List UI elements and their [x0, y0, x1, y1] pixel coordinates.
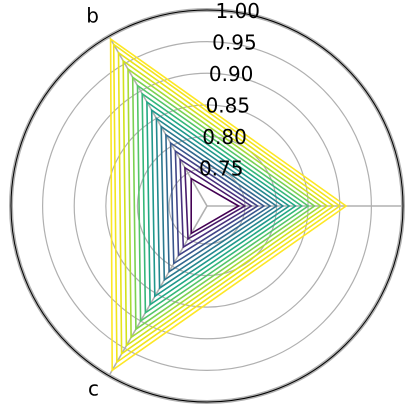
- axis-label-b: b: [86, 3, 99, 27]
- series-layer: [109, 37, 348, 372]
- series-line-6: [165, 133, 272, 274]
- series-line-12: [136, 83, 310, 323]
- series-line-17: [112, 42, 342, 364]
- r-tick-label-1.00: 1.00: [215, 0, 260, 23]
- series-line-9: [150, 108, 291, 298]
- series-line-5: [169, 141, 266, 265]
- r-tick-label-0.95: 0.95: [212, 31, 257, 55]
- r-gridline-0.95: [42, 41, 372, 371]
- series-line-18: [109, 37, 348, 372]
- series-line-8: [155, 116, 285, 290]
- polar-frame: [10, 9, 404, 403]
- series-line-4: [174, 149, 260, 257]
- series-line-15: [122, 59, 329, 348]
- axis-label-c: c: [88, 377, 99, 401]
- series-line-3: [179, 157, 253, 249]
- series-line-11: [141, 92, 304, 315]
- series-line-1: [190, 177, 241, 235]
- series-line-16: [117, 51, 335, 356]
- frame-layer: [10, 9, 404, 403]
- r-tick-label-0.90: 0.90: [209, 62, 254, 86]
- series-line-14: [127, 67, 323, 339]
- r-tick-label-0.80: 0.80: [202, 125, 247, 149]
- r-tick-label-0.85: 0.85: [206, 93, 251, 117]
- series-line-7: [160, 125, 278, 282]
- series-line-10: [146, 100, 297, 307]
- series-line-2: [184, 166, 247, 241]
- series-line-13: [131, 75, 316, 331]
- grid-layer: [9, 8, 405, 404]
- label-layer: 0.750.800.850.900.951.00abc: [86, 0, 260, 401]
- r-tick-label-0.75: 0.75: [199, 156, 244, 180]
